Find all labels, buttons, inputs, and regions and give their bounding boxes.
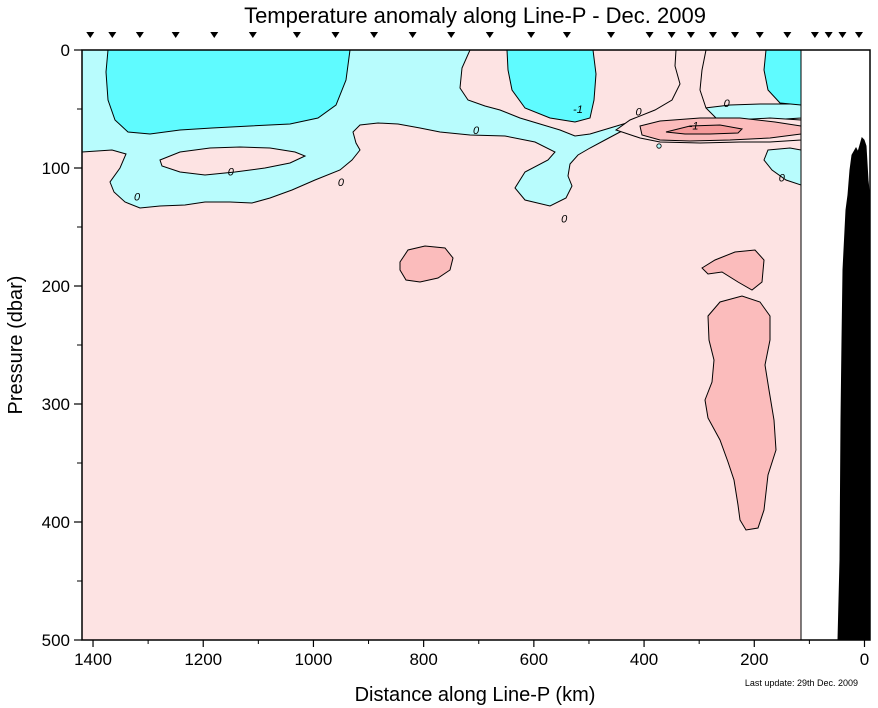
chart-title: Temperature anomaly along Line-P - Dec. …	[244, 3, 706, 28]
contour-label: 0	[635, 106, 642, 118]
x-tick-label: 600	[520, 650, 548, 669]
station-marker	[370, 32, 379, 38]
last-update-footnote: Last update: 29th Dec. 2009	[745, 678, 858, 688]
strong-positive-blob-800km	[399, 245, 454, 283]
strong-negative-region-east	[763, 50, 801, 106]
contour-label: -1	[689, 121, 699, 133]
y-tick-label: 100	[42, 159, 70, 178]
y-tick-label: 300	[42, 395, 70, 414]
strong-positive-blob-240km	[701, 249, 765, 291]
station-marker	[562, 32, 571, 38]
negative-anomaly-region-east	[763, 147, 801, 186]
bathymetry-layer	[800, 50, 870, 640]
strong-negative-region-west	[105, 50, 351, 135]
bathymetry-shelf-fill	[837, 137, 870, 640]
station-marker	[730, 32, 739, 38]
x-tick-label: 1400	[74, 650, 112, 669]
station-marker	[331, 32, 340, 38]
station-marker	[86, 32, 95, 38]
station-marker	[210, 32, 219, 38]
x-tick-label: 800	[409, 650, 437, 669]
station-marker	[645, 32, 654, 38]
contour-fill-layer	[82, 50, 801, 640]
x-tick-label: 1000	[295, 650, 333, 669]
station-marker	[171, 32, 180, 38]
positive-anomaly-lens-west	[159, 146, 307, 176]
small-negative-spot	[656, 143, 662, 149]
x-tick-label: 1200	[184, 650, 222, 669]
x-tick-label: 200	[740, 650, 768, 669]
contour-label: 0	[228, 167, 235, 179]
strong-negative-region-central	[506, 50, 597, 123]
contour-label: 0	[724, 98, 731, 110]
contour-label: 0	[134, 191, 141, 203]
station-marker	[527, 32, 536, 38]
station-marker	[686, 32, 695, 38]
x-axis-label: Distance along Line-P (km)	[355, 684, 596, 706]
station-marker	[292, 32, 301, 38]
contour-label: 0	[473, 125, 480, 137]
contour-label: 0	[779, 172, 786, 184]
contour-label: 0	[561, 214, 568, 226]
station-marker	[135, 32, 144, 38]
station-marker	[810, 32, 819, 38]
station-marker	[667, 32, 676, 38]
y-tick-label: 400	[42, 513, 70, 532]
strong-positive-column	[704, 295, 777, 531]
y-tick-label: 0	[61, 41, 70, 60]
y-tick-label: 500	[42, 631, 70, 650]
stronger-positive-core	[665, 124, 744, 135]
station-marker	[248, 32, 257, 38]
contour-labels: -1 0 0 0 0 0 0 0 -1 0	[134, 98, 786, 226]
station-marker	[838, 32, 847, 38]
station-marker	[447, 32, 456, 38]
station-marker	[485, 32, 494, 38]
y-axis: 0 100 200 300 400 500	[42, 41, 82, 650]
station-marker	[824, 32, 833, 38]
y-axis-label: Pressure (dbar)	[5, 276, 27, 415]
station-marker	[783, 32, 792, 38]
station-marker	[755, 32, 764, 38]
x-tick-label: 0	[860, 650, 869, 669]
contour-label: 0	[338, 177, 345, 189]
station-marker	[408, 32, 417, 38]
station-marker	[854, 32, 863, 38]
x-tick-label: 400	[630, 650, 658, 669]
y-tick-label: 200	[42, 277, 70, 296]
station-markers	[86, 32, 863, 38]
station-marker	[708, 32, 717, 38]
station-marker	[108, 32, 117, 38]
contour-label: -1	[573, 104, 583, 116]
x-axis: 1400 1200 1000 800 600 400 200 0	[74, 640, 869, 669]
station-marker	[607, 32, 616, 38]
